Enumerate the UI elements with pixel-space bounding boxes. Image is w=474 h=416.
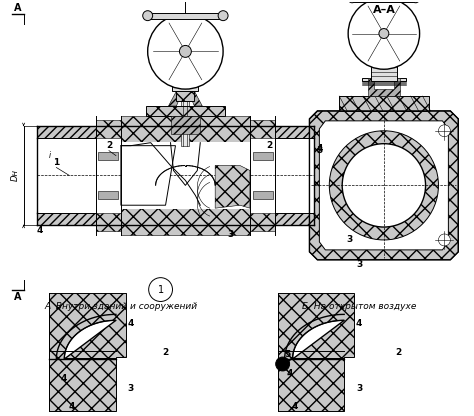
Text: 5: 5 — [284, 349, 291, 359]
Text: 4: 4 — [128, 319, 134, 328]
Text: A: A — [14, 3, 21, 13]
Text: 4: 4 — [60, 374, 66, 384]
Bar — [253, 191, 273, 199]
Text: А  Внутри зданий и сооружений: А Внутри зданий и сооружений — [45, 302, 198, 311]
Bar — [173, 73, 198, 91]
Text: Б  На открытом воздухе: Б На открытом воздухе — [302, 302, 416, 311]
Circle shape — [348, 0, 419, 69]
Circle shape — [438, 234, 450, 246]
Bar — [253, 151, 273, 160]
Circle shape — [342, 144, 426, 227]
Circle shape — [276, 357, 290, 371]
Text: 4: 4 — [68, 402, 74, 411]
Bar — [371, 63, 397, 81]
Bar — [250, 138, 275, 213]
Bar — [98, 151, 118, 160]
Circle shape — [218, 11, 228, 21]
Text: 2: 2 — [396, 348, 402, 357]
Bar — [121, 142, 250, 209]
Text: 4: 4 — [292, 402, 298, 411]
Bar — [148, 12, 223, 19]
Polygon shape — [49, 292, 126, 411]
Text: 3: 3 — [316, 146, 322, 155]
Text: 4: 4 — [36, 225, 43, 235]
Text: A: A — [14, 292, 21, 302]
Bar — [146, 106, 225, 116]
Polygon shape — [188, 91, 202, 106]
Bar — [36, 126, 96, 225]
Bar — [121, 116, 250, 235]
Text: i: i — [48, 151, 51, 160]
Polygon shape — [292, 320, 344, 359]
Circle shape — [379, 29, 389, 39]
Bar — [374, 70, 394, 89]
Text: 3: 3 — [128, 384, 134, 393]
Bar — [96, 120, 121, 231]
Text: 4: 4 — [356, 319, 362, 328]
Circle shape — [143, 11, 153, 21]
Polygon shape — [169, 91, 182, 106]
Polygon shape — [215, 166, 250, 208]
Circle shape — [180, 45, 191, 57]
Circle shape — [438, 125, 450, 137]
Bar — [96, 138, 121, 213]
Bar — [36, 138, 96, 213]
Bar — [339, 96, 428, 111]
Polygon shape — [319, 121, 448, 250]
Text: A–A: A–A — [373, 5, 395, 15]
Circle shape — [148, 14, 223, 89]
Circle shape — [348, 0, 356, 3]
Polygon shape — [310, 111, 458, 260]
Text: 3: 3 — [227, 230, 233, 240]
Text: 2: 2 — [266, 141, 273, 150]
Text: 3: 3 — [346, 235, 352, 245]
Text: 3: 3 — [356, 260, 362, 269]
Text: 2: 2 — [163, 348, 169, 357]
Bar — [352, 0, 416, 2]
Circle shape — [149, 277, 173, 302]
Polygon shape — [121, 146, 175, 205]
Bar — [182, 32, 190, 146]
Bar — [368, 78, 400, 96]
Text: 2: 2 — [106, 141, 112, 150]
Bar — [171, 116, 201, 134]
Text: 4: 4 — [286, 369, 293, 379]
Circle shape — [411, 0, 419, 3]
Bar — [275, 138, 314, 213]
Text: 3: 3 — [356, 384, 362, 393]
Text: 4: 4 — [316, 144, 323, 153]
Bar — [379, 37, 389, 96]
Bar — [275, 126, 314, 225]
Circle shape — [329, 131, 438, 240]
Text: 1: 1 — [157, 285, 164, 295]
Polygon shape — [278, 292, 354, 411]
Text: 1: 1 — [53, 158, 60, 167]
Bar — [98, 191, 118, 199]
Bar — [362, 78, 406, 81]
Bar — [176, 91, 194, 101]
Polygon shape — [64, 320, 116, 359]
Bar — [250, 120, 275, 231]
Text: Dн: Dн — [11, 169, 20, 181]
